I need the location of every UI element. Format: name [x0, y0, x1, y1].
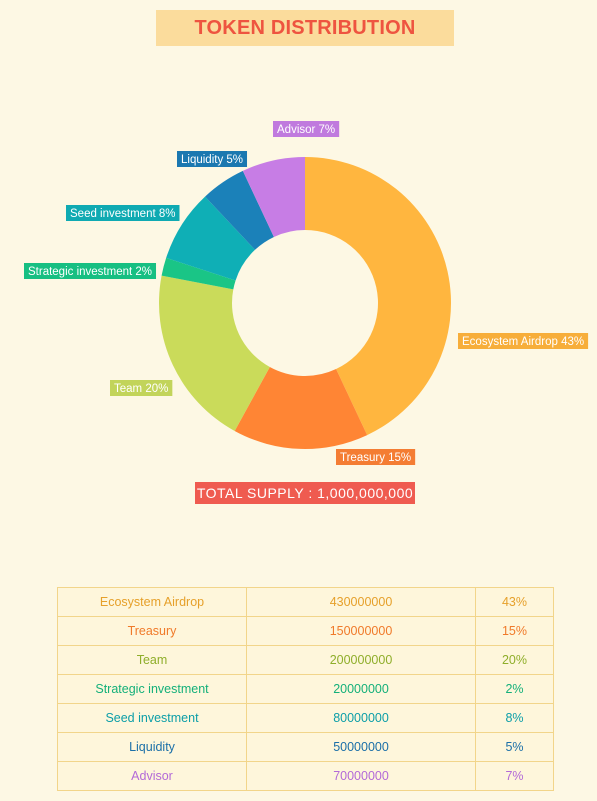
pie-slice-seed-investment [166, 196, 256, 281]
table-row: Liquidity 50000000 5% [57, 732, 554, 762]
table-cell-percent: 43% [475, 587, 554, 617]
slice-label-text: Ecosystem Airdrop 43% [462, 336, 584, 348]
table-row: Team 200000000 20% [57, 645, 554, 675]
table-cell-amount: 200000000 [246, 645, 476, 675]
slice-label-strategic-investment: Strategic investment 2% [24, 263, 157, 279]
table-row: Ecosystem Airdrop 430000000 43% [57, 587, 554, 617]
slice-label-text: Team 20% [114, 383, 168, 395]
table-cell-name: Ecosystem Airdrop [57, 587, 247, 617]
pie-slice-team [159, 275, 270, 431]
table-cell-name: Strategic investment [57, 674, 247, 704]
slice-label-liquidity: Liquidity 5% [177, 151, 248, 167]
table-cell-name: Liquidity [57, 732, 247, 762]
table-cell-percent: 20% [475, 645, 554, 675]
table-cell-amount: 20000000 [246, 674, 476, 704]
slice-label-background [336, 449, 416, 465]
slice-label-background [24, 263, 157, 279]
table-cell-name: Team [57, 645, 247, 675]
table-cell-percent: 15% [475, 616, 554, 646]
pie-slice-treasury [234, 366, 368, 449]
table-cell-name: Seed investment [57, 703, 247, 733]
table-row: Treasury 150000000 15% [57, 616, 554, 646]
table-cell-percent: 5% [475, 732, 554, 762]
page-title: TOKEN DISTRIBUTION [194, 16, 416, 39]
pie-slice-ecosystem-airdrop [305, 157, 451, 436]
table-cell-percent: 7% [475, 761, 554, 791]
table-cell-amount: 70000000 [246, 761, 476, 791]
slice-label-seed-investment: Seed investment 8% [66, 205, 180, 221]
pie-slice-liquidity [205, 170, 274, 250]
slice-label-advisor: Advisor 7% [273, 121, 340, 137]
slice-label-background [458, 333, 589, 349]
slice-label-ecosystem-airdrop: Ecosystem Airdrop 43% [458, 333, 589, 349]
title-banner: TOKEN DISTRIBUTION [156, 10, 454, 46]
table-cell-percent: 8% [475, 703, 554, 733]
table-cell-name: Treasury [57, 616, 247, 646]
slice-label-treasury: Treasury 15% [336, 449, 416, 465]
slice-label-background [273, 121, 340, 137]
table-row: Seed investment 80000000 8% [57, 703, 554, 733]
slice-label-text: Strategic investment 2% [28, 266, 152, 278]
table-cell-amount: 50000000 [246, 732, 476, 762]
table-cell-amount: 80000000 [246, 703, 476, 733]
table-cell-amount: 430000000 [246, 587, 476, 617]
table-cell-name: Advisor [57, 761, 247, 791]
table-cell-amount: 150000000 [246, 616, 476, 646]
slice-label-background [66, 205, 180, 221]
total-supply-badge: TOTAL SUPPLY : 1,000,000,000 [195, 482, 415, 504]
slice-label-text: Seed investment 8% [70, 208, 175, 220]
table-row: Strategic investment 20000000 2% [57, 674, 554, 704]
table-row: Advisor 70000000 7% [57, 761, 554, 791]
slice-label-background [110, 380, 173, 396]
table-cell-percent: 2% [475, 674, 554, 704]
slice-label-background [177, 151, 248, 167]
pie-slice-advisor [242, 157, 305, 237]
distribution-table: Ecosystem Airdrop 430000000 43% Treasury 150… [57, 587, 554, 791]
slice-label-team: Team 20% [110, 380, 173, 396]
total-supply-text: TOTAL SUPPLY : 1,000,000,000 [196, 485, 414, 501]
slice-label-text: Advisor 7% [277, 124, 335, 136]
slice-label-text: Liquidity 5% [181, 154, 243, 166]
pie-slice-strategic-investment [161, 257, 236, 290]
distribution-table-body: Ecosystem Airdrop 430000000 43% Treasury 150… [57, 587, 554, 791]
donut-chart: Ecosystem Airdrop 43% Treasury 15% Team 20… [24, 121, 589, 465]
slice-label-text: Treasury 15% [340, 452, 411, 464]
